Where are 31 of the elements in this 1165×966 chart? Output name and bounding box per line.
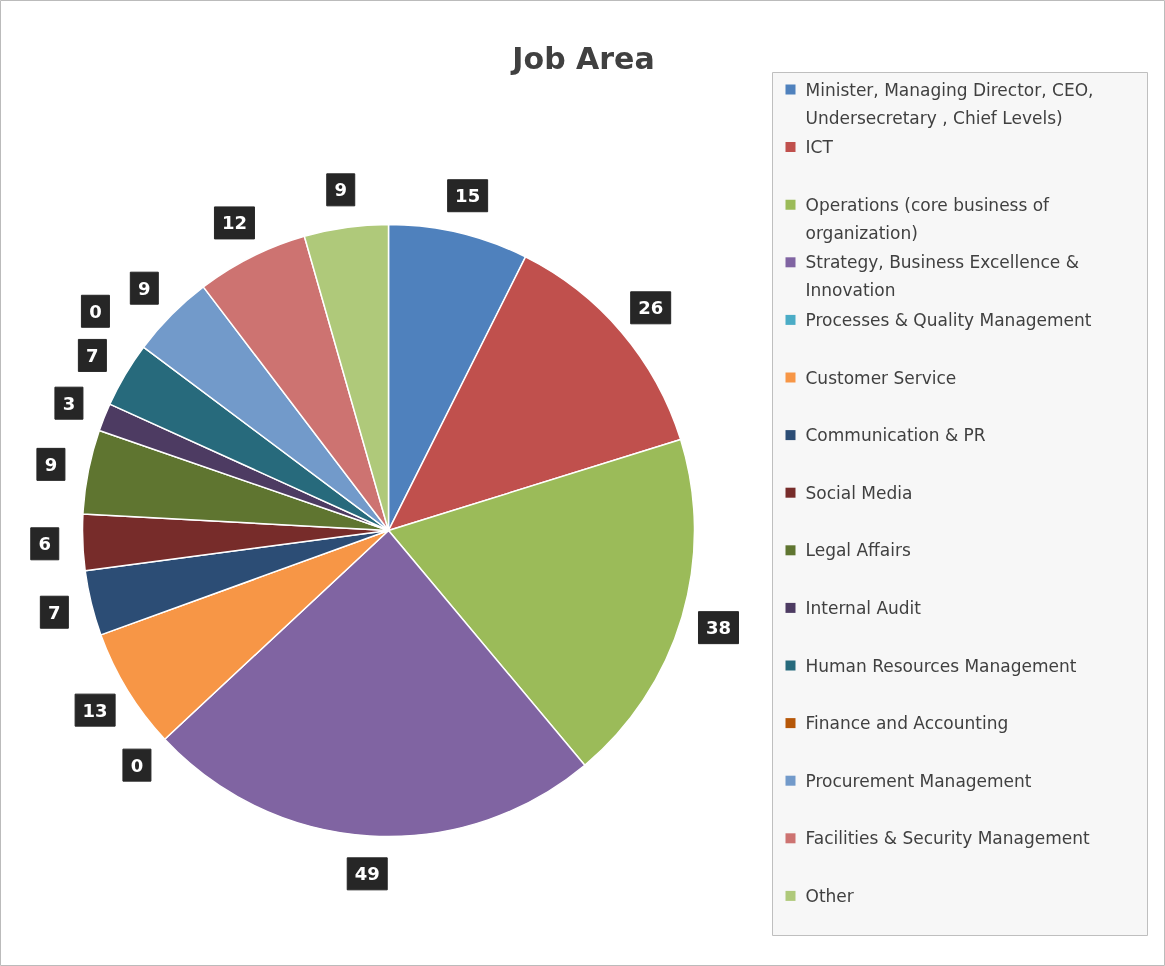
legend-label: Human Resources Management: [805, 655, 1077, 676]
legend-label: Processes & Quality Management: [805, 309, 1092, 330]
data-label: 6: [38, 533, 52, 555]
legend-label: Strategy, Business Excellence & Innovation: [805, 252, 1079, 301]
legend-label: Communication & PR: [805, 425, 986, 446]
legend-label: Other: [805, 885, 854, 906]
text: 0: [89, 300, 102, 322]
data-label: 38: [705, 617, 732, 639]
data-label: 7: [86, 344, 99, 366]
legend-label: Operations (core business of organization): [805, 194, 1051, 243]
data-label: 7: [48, 601, 61, 623]
data-label: 9: [138, 277, 151, 299]
legend-label: Legal Affairs: [805, 540, 911, 561]
legend-label: Procurement Management: [805, 770, 1032, 791]
legend-label: Internal Audit: [805, 597, 922, 618]
chart-title: Job Area: [510, 41, 655, 76]
legend-label: Minister, Managing Director, CEO, Undersecretary , Chief Levels): [805, 79, 1094, 128]
text: 0: [130, 754, 144, 776]
data-label: 9: [334, 179, 348, 201]
data-label: 15: [455, 185, 481, 207]
data-label: 12: [221, 212, 247, 234]
data-label: 26: [638, 297, 664, 319]
data-label: 13: [82, 699, 108, 721]
legend-label: Facilities & Security Management: [805, 828, 1090, 849]
legend-label: Customer Service: [805, 367, 957, 388]
data-label: 3: [62, 392, 76, 414]
legend-label: Social Media: [805, 482, 913, 503]
data-label: 49: [354, 863, 380, 885]
data-label: 9: [44, 453, 58, 475]
legend-label: Finance and Accounting: [805, 713, 1009, 734]
legend-label: ICT: [805, 137, 834, 158]
